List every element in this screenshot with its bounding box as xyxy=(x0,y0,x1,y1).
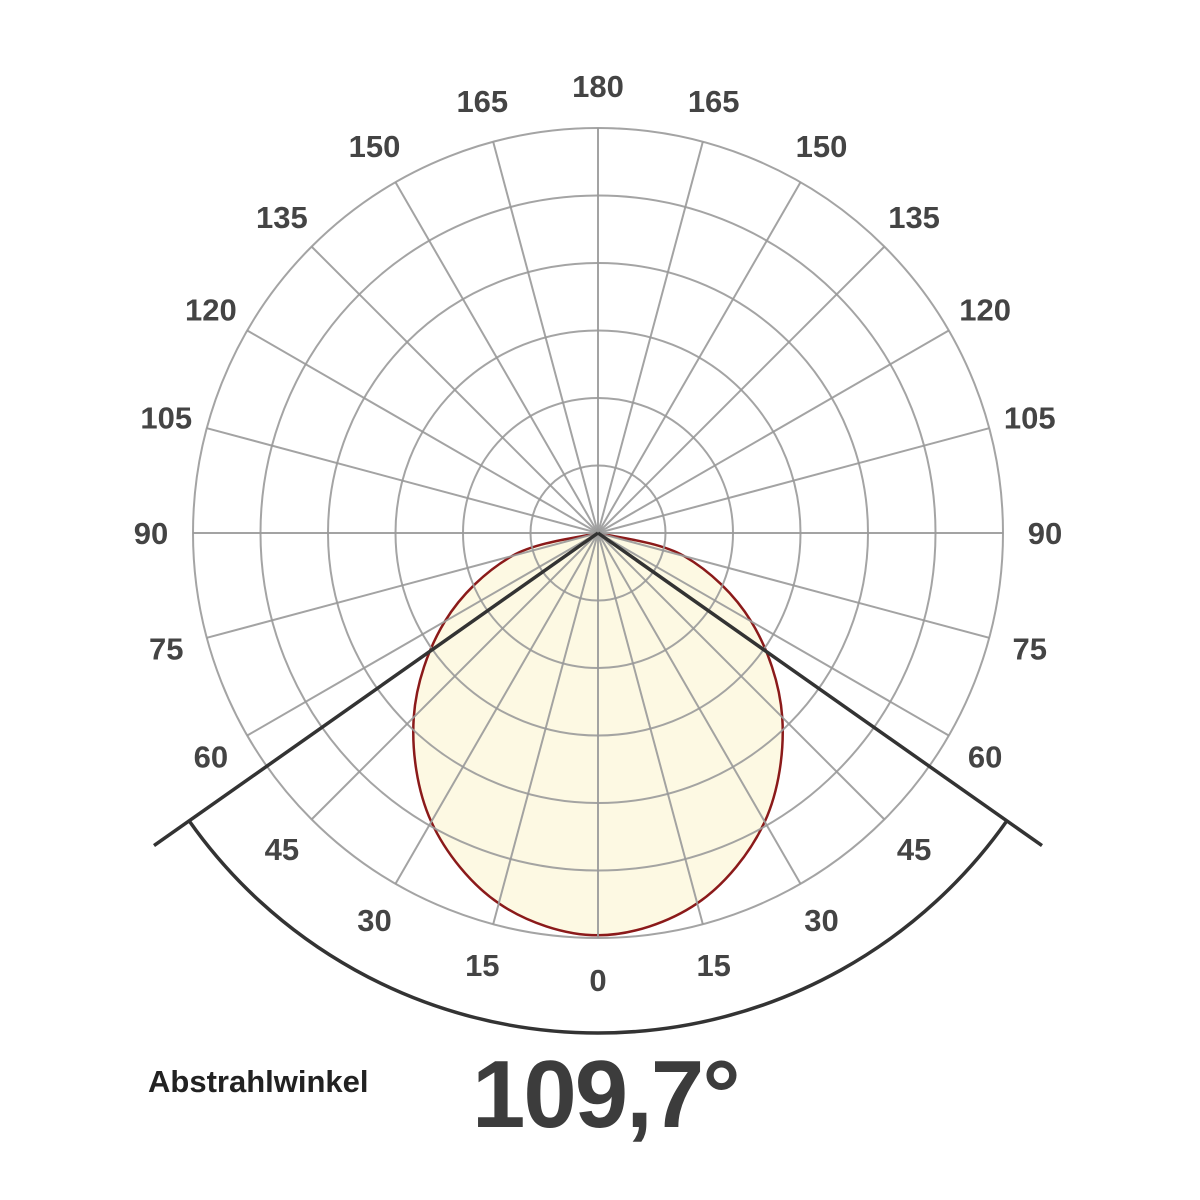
angle-tick-label: 45 xyxy=(897,832,931,867)
angle-tick-label: 30 xyxy=(804,903,838,938)
grid-spoke xyxy=(597,181,802,534)
angle-tick-label: 105 xyxy=(140,400,192,435)
grid-spoke xyxy=(597,532,886,821)
grid-spoke xyxy=(597,141,704,534)
angle-tick-label: 150 xyxy=(349,129,401,164)
angle-tick-label: 120 xyxy=(959,293,1011,328)
angle-tick-label: 135 xyxy=(256,200,308,235)
grid-spoke xyxy=(597,532,990,639)
angle-tick-label: 90 xyxy=(134,516,168,551)
grid-spoke xyxy=(597,245,886,534)
grid-spoke xyxy=(492,141,599,534)
angle-tick-label: 90 xyxy=(1028,516,1062,551)
angle-tick-label: 15 xyxy=(696,948,730,983)
angle-tick-label: 165 xyxy=(456,84,508,119)
grid-spoke xyxy=(597,427,990,534)
beam-angle-arc xyxy=(187,819,1009,1035)
grid-spoke xyxy=(597,532,704,925)
angle-tick-label: 60 xyxy=(968,740,1002,775)
beam-angle-line xyxy=(596,531,1043,848)
grid-spoke xyxy=(492,532,599,925)
angle-tick-label: 30 xyxy=(357,903,391,938)
grid-spoke xyxy=(597,532,950,737)
angle-tick-label: 60 xyxy=(194,740,228,775)
grid-spoke xyxy=(394,181,599,534)
angle-tick-label: 75 xyxy=(149,632,183,667)
grid-spoke xyxy=(206,532,599,639)
grid-spoke xyxy=(597,532,802,885)
grid-spoke xyxy=(246,532,599,737)
grid-spoke xyxy=(597,329,950,534)
angle-tick-label: 120 xyxy=(185,293,237,328)
angle-tick-label: 135 xyxy=(888,200,940,235)
angle-tick-label: 45 xyxy=(265,832,299,867)
angle-tick-label: 15 xyxy=(465,948,499,983)
grid-spoke xyxy=(206,427,599,534)
angle-tick-label: 165 xyxy=(688,84,740,119)
angle-tick-label: 0 xyxy=(589,963,606,998)
angle-tick-label: 150 xyxy=(796,129,848,164)
beam-angle-value: 109,7° xyxy=(472,1041,741,1148)
grid-spoke xyxy=(310,532,599,821)
grid-spoke xyxy=(310,245,599,534)
beam-angle-line xyxy=(153,531,600,848)
beam-angle-label: Abstrahlwinkel xyxy=(148,1064,369,1099)
angle-tick-label: 180 xyxy=(572,69,624,104)
angle-tick-label: 105 xyxy=(1004,400,1056,435)
grid-spoke xyxy=(246,329,599,534)
angle-tick-label: 75 xyxy=(1013,632,1047,667)
grid-spoke xyxy=(394,532,599,885)
